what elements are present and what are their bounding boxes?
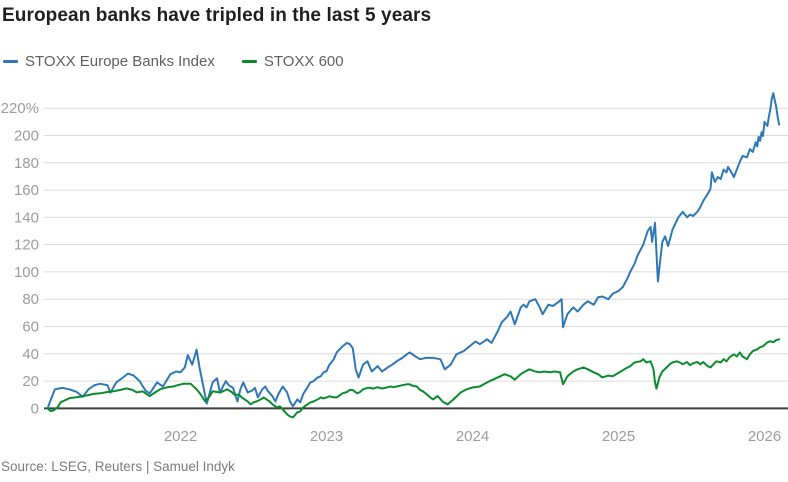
- x-tick-label: 2024: [456, 428, 489, 445]
- x-tick-label: 2023: [310, 428, 343, 445]
- legend: STOXX Europe Banks Index STOXX 600: [3, 53, 344, 70]
- y-tick-label: 100: [14, 264, 39, 281]
- legend-line-swatch-blue: [3, 60, 18, 63]
- y-tick-label: 60: [22, 319, 39, 336]
- source-attribution: Source: LSEG, Reuters | Samuel Indyk: [1, 459, 235, 474]
- y-tick-label: 20: [22, 373, 39, 390]
- x-axis-tick-labels: 2022 2023 2024 2025 2026: [164, 428, 781, 445]
- x-tick-label: 2026: [748, 428, 781, 445]
- y-tick-label: 140: [14, 209, 39, 226]
- legend-line-swatch-green: [241, 60, 257, 63]
- x-tick-label: 2022: [164, 428, 197, 445]
- y-tick-label: 180: [14, 155, 39, 172]
- series-line-banks-index: [46, 92, 781, 410]
- gridlines: [44, 107, 788, 410]
- y-axis-tick-labels: 0 20 40 60 80 100 120 140 160 180 200 220%: [1, 100, 39, 417]
- y-tick-label: 200: [14, 128, 39, 145]
- series-line-stoxx600: [46, 338, 781, 419]
- y-tick-label: 120: [14, 237, 39, 254]
- x-tick-label: 2025: [602, 428, 635, 445]
- y-tick-label: 80: [22, 291, 39, 308]
- legend-item-stoxx600: STOXX 600: [241, 53, 344, 70]
- y-tick-label: 40: [22, 346, 39, 363]
- chart-title: European banks have tripled in the last …: [2, 5, 432, 26]
- y-tick-label: 220%: [1, 100, 39, 117]
- legend-item-banks-index: STOXX Europe Banks Index: [3, 53, 215, 70]
- y-tick-label: 160: [14, 182, 39, 199]
- legend-label: STOXX Europe Banks Index: [25, 53, 215, 70]
- legend-label: STOXX 600: [263, 53, 344, 70]
- y-tick-label: 0: [31, 400, 39, 417]
